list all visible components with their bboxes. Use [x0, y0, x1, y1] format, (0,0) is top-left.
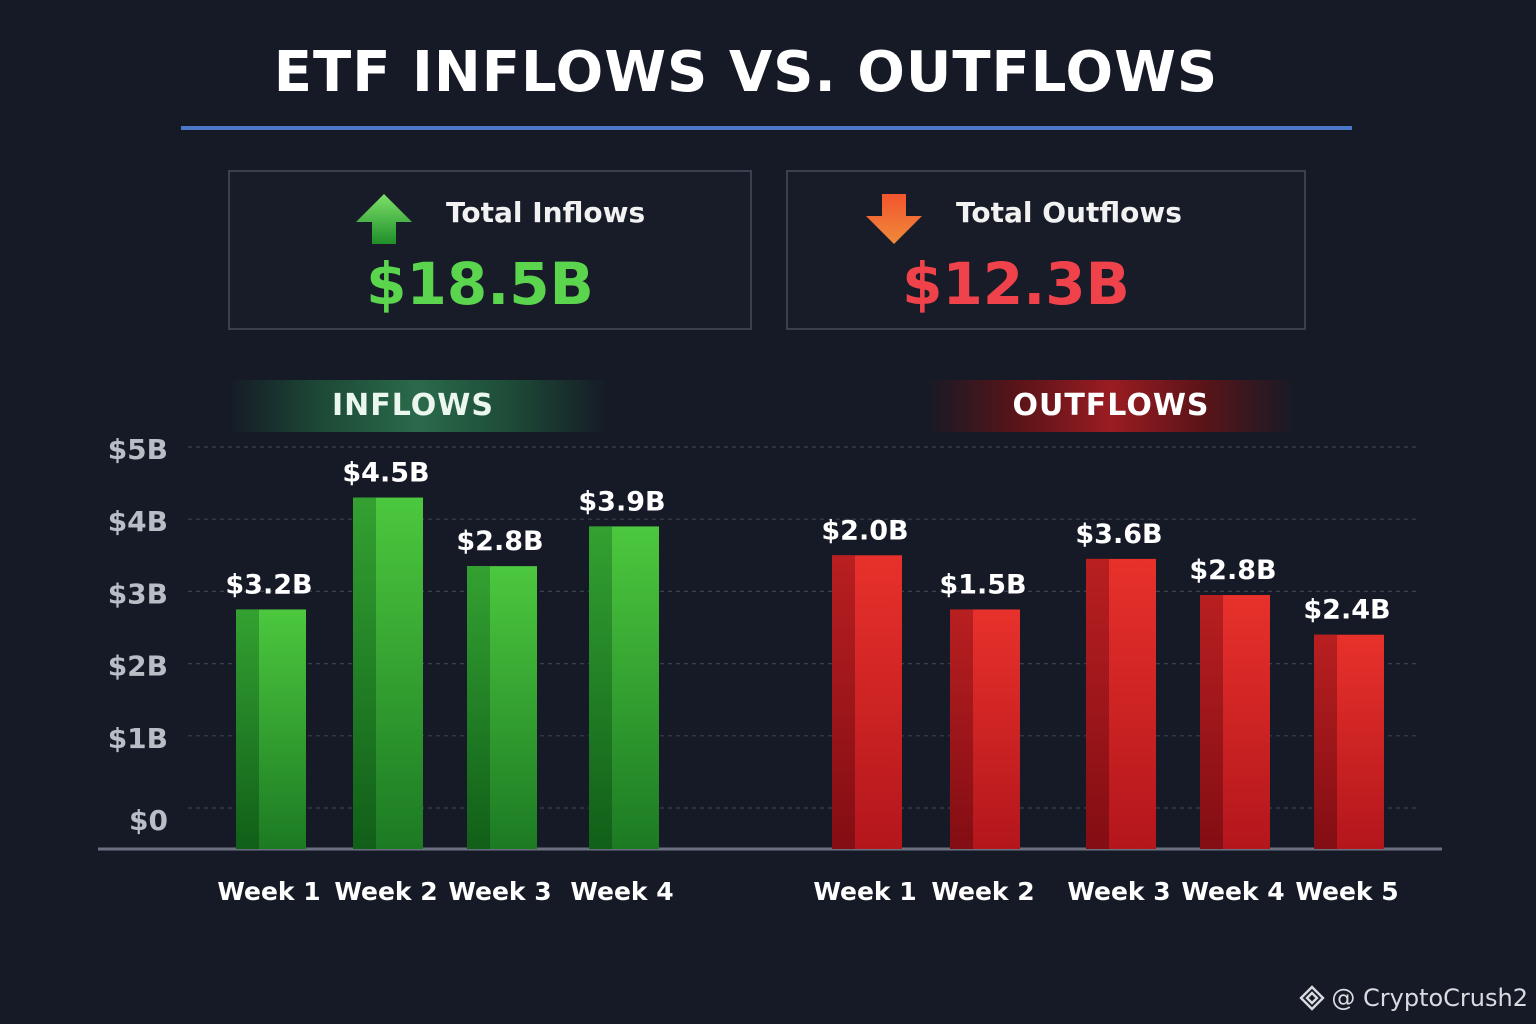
outflow-bar-shade	[832, 555, 855, 849]
outflows-section-label: OUTFLOWS	[926, 380, 1296, 432]
outflow-x-tick-label: Week 1	[813, 877, 916, 906]
binance-logo-icon	[1299, 985, 1326, 1011]
inflow-bar-shade	[589, 526, 612, 849]
y-tick-label: $1B	[108, 722, 168, 755]
outflow-data-label: $2.8B	[1189, 555, 1276, 586]
inflow-x-tick-label: Week 2	[334, 877, 437, 906]
outflow-bar-shade	[1314, 634, 1337, 849]
total-outflows-label: Total Outflows	[956, 196, 1182, 229]
outflow-data-label: $2.4B	[1303, 595, 1390, 626]
outflow-x-tick-label: Week 3	[1067, 877, 1170, 906]
inflow-data-label: $2.8B	[456, 526, 543, 557]
inflow-x-tick-label: Week 1	[217, 877, 320, 906]
watermark-text: @ CryptoCrush2	[1331, 984, 1528, 1012]
y-tick-label: $0	[129, 804, 168, 837]
inflow-data-label: $4.5B	[342, 458, 429, 489]
total-inflows-value: $18.5B	[366, 250, 594, 318]
total-outflows-card: Total Outflows $12.3B	[786, 170, 1306, 330]
outflow-x-tick-label: Week 5	[1295, 877, 1398, 906]
inflow-x-tick-label: Week 3	[448, 877, 551, 906]
arrow-up-icon	[356, 194, 412, 244]
outflow-bar-shade	[1086, 558, 1109, 849]
outflow-bar-shade	[1200, 595, 1223, 849]
outflow-data-label: $2.0B	[821, 515, 908, 546]
page-title: ETF INFLOWS VS. OUTFLOWS	[273, 40, 1219, 105]
arrow-down-icon	[866, 194, 922, 244]
y-tick-label: $3B	[108, 577, 168, 610]
outflow-data-label: $1.5B	[939, 569, 1026, 600]
y-tick-label: $4B	[108, 505, 168, 538]
inflow-data-label: $3.2B	[225, 569, 312, 600]
watermark: @ CryptoCrush2	[1299, 984, 1528, 1012]
title-divider	[181, 126, 1352, 130]
outflow-x-tick-label: Week 4	[1181, 877, 1284, 906]
inflow-data-label: $3.9B	[578, 486, 665, 517]
inflow-x-tick-label: Week 4	[570, 877, 673, 906]
inflow-bar-shade	[236, 609, 259, 849]
inflow-bar-shade	[467, 566, 490, 849]
total-inflows-label: Total Inflows	[446, 196, 646, 229]
y-tick-label: $2B	[108, 650, 168, 683]
inflows-section-label: INFLOWS	[228, 380, 608, 432]
inflow-bar-shade	[353, 497, 376, 849]
y-tick-label: $5B	[108, 433, 168, 466]
outflow-data-label: $3.6B	[1075, 519, 1162, 550]
outflow-x-tick-label: Week 2	[931, 877, 1034, 906]
outflow-bar-shade	[950, 609, 973, 849]
total-outflows-value: $12.3B	[902, 250, 1130, 318]
total-inflows-card: Total Inflows $18.5B	[228, 170, 752, 330]
